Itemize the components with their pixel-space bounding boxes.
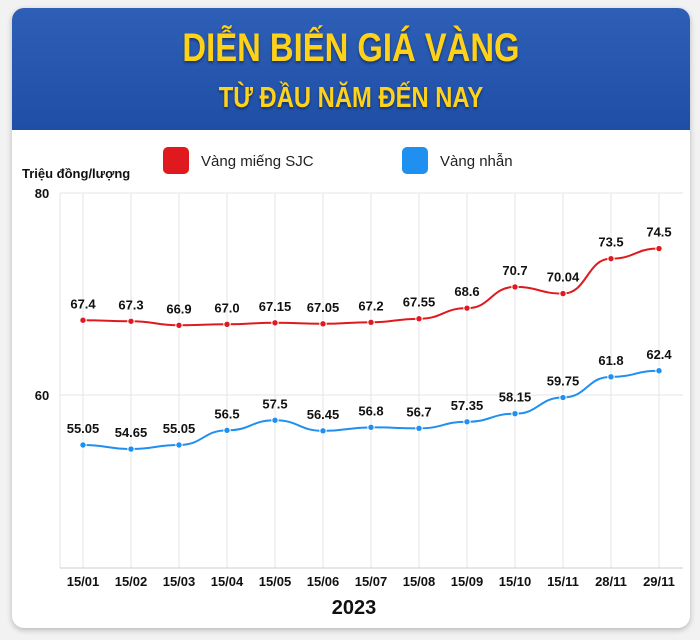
y-tick-label: 60 bbox=[35, 388, 49, 403]
data-label: 67.0 bbox=[214, 300, 239, 315]
data-point bbox=[511, 409, 519, 418]
y-axis-title: Triệu đồng/lượng bbox=[22, 166, 130, 181]
data-label: 59.75 bbox=[547, 374, 580, 389]
data-point bbox=[79, 316, 87, 324]
data-label: 54.65 bbox=[115, 425, 148, 440]
data-label: 56.5 bbox=[214, 406, 239, 421]
x-tick-label: 15/03 bbox=[163, 574, 196, 589]
data-point bbox=[511, 283, 519, 291]
data-point bbox=[607, 373, 615, 381]
x-axis-title: 2023 bbox=[332, 597, 377, 619]
x-tick-label: 15/01 bbox=[67, 574, 100, 589]
data-point bbox=[175, 441, 183, 449]
data-point bbox=[415, 424, 423, 433]
data-label: 57.35 bbox=[451, 398, 484, 413]
data-label: 56.45 bbox=[307, 407, 340, 422]
data-label: 58.15 bbox=[499, 390, 532, 405]
data-point bbox=[415, 315, 423, 323]
data-point bbox=[127, 445, 135, 453]
data-point bbox=[607, 254, 615, 263]
legend-label: Vàng miếng SJC bbox=[201, 153, 314, 170]
data-point bbox=[127, 317, 135, 325]
data-point bbox=[655, 367, 663, 375]
header-banner: DIỄN BIẾN GIÁ VÀNG TỪ ĐẦU NĂM ĐẾN NAY bbox=[12, 8, 690, 130]
data-label: 67.3 bbox=[118, 297, 143, 312]
data-label: 70.04 bbox=[547, 270, 580, 285]
data-point bbox=[367, 423, 375, 432]
data-point bbox=[175, 321, 183, 330]
x-tick-label: 15/06 bbox=[307, 574, 340, 589]
data-label: 70.7 bbox=[502, 263, 527, 278]
y-tick-label: 80 bbox=[35, 186, 49, 201]
data-point bbox=[223, 320, 231, 328]
data-label: 68.6 bbox=[454, 284, 479, 299]
x-tick-label: 15/11 bbox=[547, 574, 579, 589]
data-label: 67.2 bbox=[358, 298, 383, 313]
data-point bbox=[223, 426, 231, 435]
x-tick-label: 15/04 bbox=[211, 574, 244, 589]
data-label: 61.8 bbox=[598, 353, 623, 368]
header-background bbox=[12, 8, 690, 130]
x-tick-label: 15/02 bbox=[115, 574, 148, 589]
x-tick-label: 15/07 bbox=[355, 574, 388, 589]
data-point bbox=[463, 418, 471, 426]
x-tick-label: 15/05 bbox=[259, 574, 292, 589]
data-label: 67.55 bbox=[403, 295, 436, 310]
data-label: 67.4 bbox=[70, 296, 96, 311]
data-point bbox=[655, 244, 663, 253]
data-point bbox=[271, 416, 279, 424]
x-tick-label: 15/08 bbox=[403, 574, 436, 589]
data-point bbox=[319, 320, 327, 328]
data-label: 56.8 bbox=[358, 403, 383, 418]
x-tick-label: 15/09 bbox=[451, 574, 484, 589]
data-label: 66.9 bbox=[166, 301, 191, 316]
data-point bbox=[559, 393, 567, 402]
chart-subtitle: TỪ ĐẦU NĂM ĐẾN NAY bbox=[218, 82, 484, 114]
legend-swatch bbox=[163, 147, 189, 174]
x-tick-label: 15/10 bbox=[499, 574, 532, 589]
data-label: 67.15 bbox=[259, 299, 292, 314]
data-label: 73.5 bbox=[598, 235, 623, 250]
data-point bbox=[367, 318, 375, 326]
data-point bbox=[559, 289, 567, 298]
data-label: 62.4 bbox=[646, 347, 672, 362]
legend-swatch bbox=[402, 147, 428, 174]
data-label: 55.05 bbox=[163, 421, 196, 436]
data-point bbox=[319, 427, 327, 435]
data-label: 74.5 bbox=[646, 225, 671, 240]
data-point bbox=[271, 319, 279, 327]
data-point bbox=[79, 441, 87, 449]
data-label: 57.5 bbox=[262, 396, 287, 411]
data-label: 67.05 bbox=[307, 300, 340, 315]
data-point bbox=[463, 304, 471, 312]
chart-title: DIỄN BIẾN GIÁ VÀNG bbox=[182, 26, 520, 70]
x-tick-label: 28/11 bbox=[595, 574, 627, 589]
x-tick-label: 29/11 bbox=[643, 574, 675, 589]
data-label: 56.7 bbox=[406, 404, 431, 419]
data-label: 55.05 bbox=[67, 421, 100, 436]
legend-label: Vàng nhẫn bbox=[440, 153, 513, 170]
